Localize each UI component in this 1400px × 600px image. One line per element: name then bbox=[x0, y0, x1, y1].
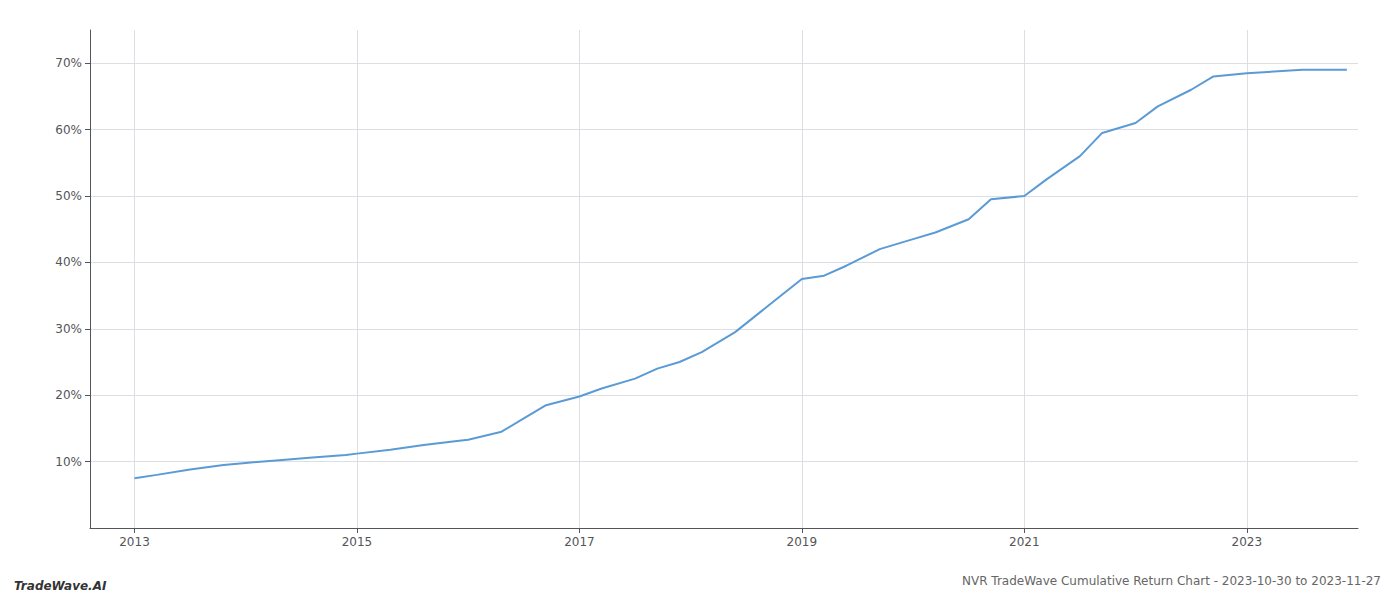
svg-text:TradeWave.AI: TradeWave.AI bbox=[14, 579, 107, 593]
svg-text:40%: 40% bbox=[55, 255, 82, 269]
svg-text:2017: 2017 bbox=[564, 535, 595, 549]
svg-text:50%: 50% bbox=[55, 189, 82, 203]
svg-text:20%: 20% bbox=[55, 388, 82, 402]
svg-text:60%: 60% bbox=[55, 123, 82, 137]
svg-text:2019: 2019 bbox=[787, 535, 818, 549]
svg-text:2013: 2013 bbox=[119, 535, 150, 549]
svg-text:NVR TradeWave Cumulative Retur: NVR TradeWave Cumulative Return Chart - … bbox=[962, 574, 1381, 588]
svg-text:30%: 30% bbox=[55, 322, 82, 336]
svg-text:2021: 2021 bbox=[1009, 535, 1040, 549]
svg-text:2015: 2015 bbox=[342, 535, 373, 549]
svg-text:10%: 10% bbox=[55, 455, 82, 469]
svg-text:70%: 70% bbox=[55, 56, 82, 70]
svg-text:2023: 2023 bbox=[1231, 535, 1262, 549]
